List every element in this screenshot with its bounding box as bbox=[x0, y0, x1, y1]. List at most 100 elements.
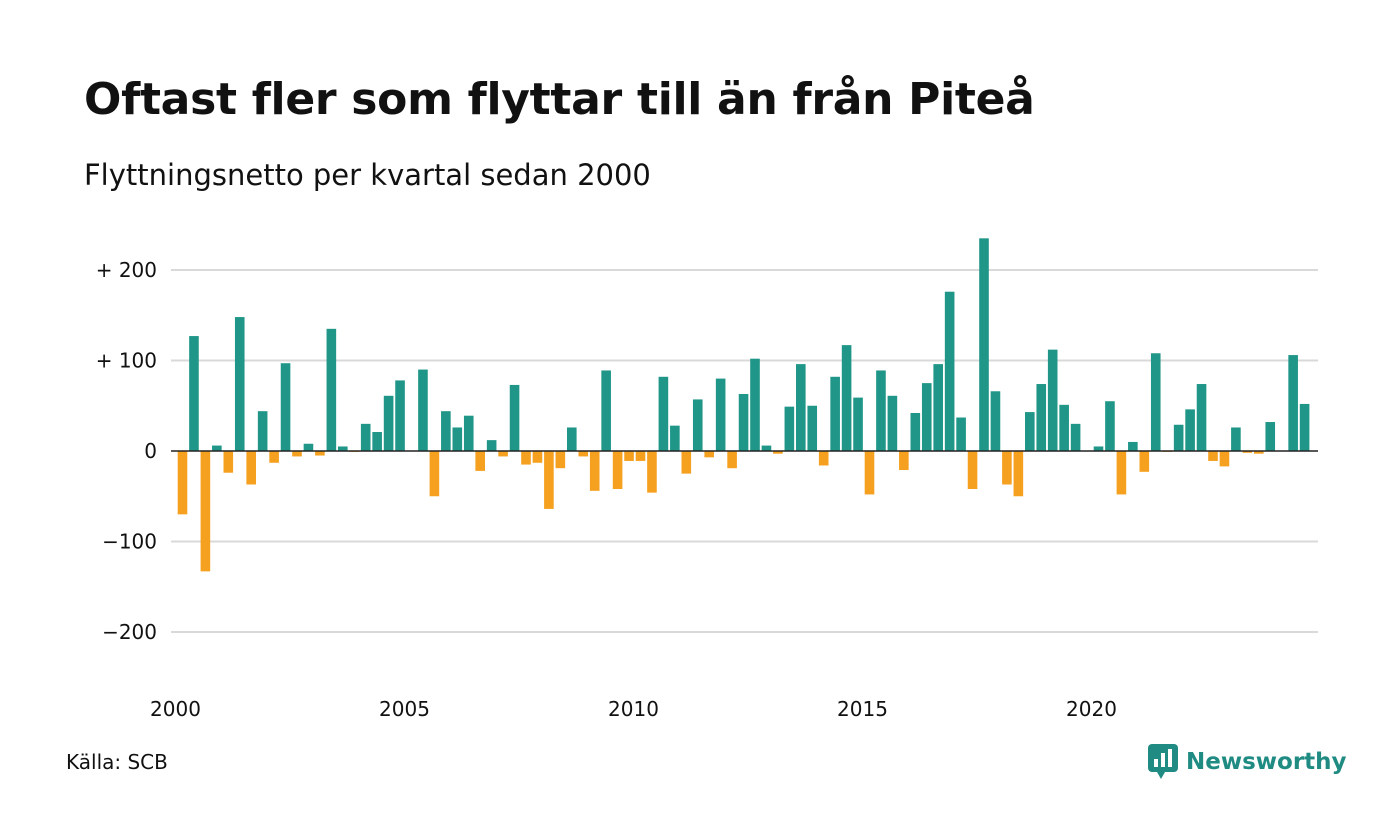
bar bbox=[761, 445, 772, 451]
x-tick-label: 2000 bbox=[150, 697, 201, 721]
bar bbox=[223, 451, 234, 473]
bar bbox=[1231, 427, 1241, 451]
bar bbox=[990, 391, 1001, 451]
y-tick-label: + 100 bbox=[96, 349, 157, 373]
bar bbox=[921, 383, 932, 451]
bar bbox=[475, 451, 485, 471]
x-tick-label: 2015 bbox=[837, 697, 888, 721]
bar bbox=[1242, 451, 1253, 453]
bar bbox=[1265, 422, 1276, 451]
bar bbox=[189, 336, 199, 451]
bar bbox=[1093, 446, 1104, 451]
y-tick-label: 0 bbox=[144, 439, 157, 463]
source-note: Källa: SCB bbox=[66, 750, 168, 774]
bar bbox=[956, 417, 966, 451]
bar bbox=[338, 446, 348, 451]
bar bbox=[452, 427, 463, 451]
bar bbox=[441, 411, 451, 451]
bar bbox=[1139, 451, 1150, 472]
brand-logo: Newsworthy bbox=[1148, 744, 1347, 780]
bar bbox=[784, 406, 795, 451]
bar bbox=[1196, 384, 1207, 451]
bar bbox=[1185, 409, 1195, 451]
bar bbox=[326, 328, 337, 451]
bar bbox=[715, 378, 726, 451]
y-tick-label: −100 bbox=[102, 530, 157, 554]
bar bbox=[1002, 451, 1012, 485]
y-tick-label: −200 bbox=[102, 620, 157, 644]
bar bbox=[486, 440, 497, 451]
newsworthy-logo-icon bbox=[1148, 744, 1178, 779]
bar bbox=[292, 451, 302, 457]
bar bbox=[773, 451, 783, 454]
bar bbox=[555, 451, 566, 469]
bar bbox=[624, 451, 634, 461]
chart-title: Oftast fler som flyttar till än från Pit… bbox=[84, 74, 1035, 125]
bar bbox=[1299, 403, 1310, 451]
bar bbox=[315, 451, 325, 456]
bar bbox=[1105, 401, 1115, 451]
bar bbox=[807, 405, 818, 451]
bar bbox=[429, 451, 440, 497]
bar bbox=[853, 397, 863, 451]
bar bbox=[1116, 451, 1127, 495]
bar bbox=[979, 238, 989, 451]
bar bbox=[864, 451, 875, 495]
bar bbox=[738, 393, 749, 451]
bar bbox=[670, 425, 680, 451]
bar bbox=[944, 291, 955, 451]
bar bbox=[1173, 424, 1184, 451]
y-tick-label: + 200 bbox=[96, 258, 157, 282]
bar bbox=[1150, 353, 1161, 451]
bar bbox=[589, 451, 600, 491]
bar bbox=[498, 451, 508, 457]
bar bbox=[246, 451, 256, 485]
bar bbox=[1128, 441, 1138, 451]
chart-subtitle: Flyttningsnetto per kvartal sedan 2000 bbox=[84, 158, 651, 192]
bar bbox=[303, 443, 314, 451]
bar bbox=[933, 364, 943, 451]
x-tick-label: 2020 bbox=[1066, 697, 1117, 721]
bar bbox=[177, 451, 188, 515]
bar bbox=[967, 451, 978, 490]
bar bbox=[899, 451, 909, 471]
bar bbox=[1047, 349, 1058, 451]
bar bbox=[509, 384, 520, 451]
bar bbox=[234, 317, 245, 451]
bar bbox=[567, 427, 577, 451]
bar bbox=[658, 376, 669, 451]
bar bbox=[1025, 412, 1035, 451]
bar bbox=[463, 415, 474, 451]
bar bbox=[1070, 423, 1081, 451]
bar bbox=[360, 423, 371, 451]
bar bbox=[887, 395, 898, 451]
bar bbox=[830, 376, 840, 451]
bar bbox=[635, 451, 646, 461]
bar bbox=[395, 380, 405, 451]
bar bbox=[1254, 451, 1264, 454]
bar bbox=[418, 369, 428, 451]
bar bbox=[280, 363, 291, 451]
bar bbox=[1208, 451, 1218, 461]
bar bbox=[692, 399, 703, 451]
bar bbox=[681, 451, 692, 474]
bar bbox=[841, 345, 852, 451]
bar bbox=[257, 411, 268, 451]
bar bbox=[200, 451, 211, 572]
bar bbox=[612, 451, 623, 490]
bar bbox=[544, 451, 554, 509]
bar bbox=[1288, 355, 1298, 451]
bar bbox=[910, 412, 921, 451]
bar bbox=[750, 358, 760, 451]
bar bbox=[647, 451, 657, 493]
bar bbox=[372, 431, 382, 451]
bar bbox=[818, 451, 829, 466]
bar bbox=[601, 370, 611, 451]
bar bbox=[796, 364, 806, 451]
x-tick-label: 2005 bbox=[379, 697, 430, 721]
bar bbox=[1036, 384, 1047, 451]
brand-name: Newsworthy bbox=[1186, 749, 1347, 775]
bar bbox=[532, 451, 543, 463]
bar bbox=[1013, 451, 1024, 497]
